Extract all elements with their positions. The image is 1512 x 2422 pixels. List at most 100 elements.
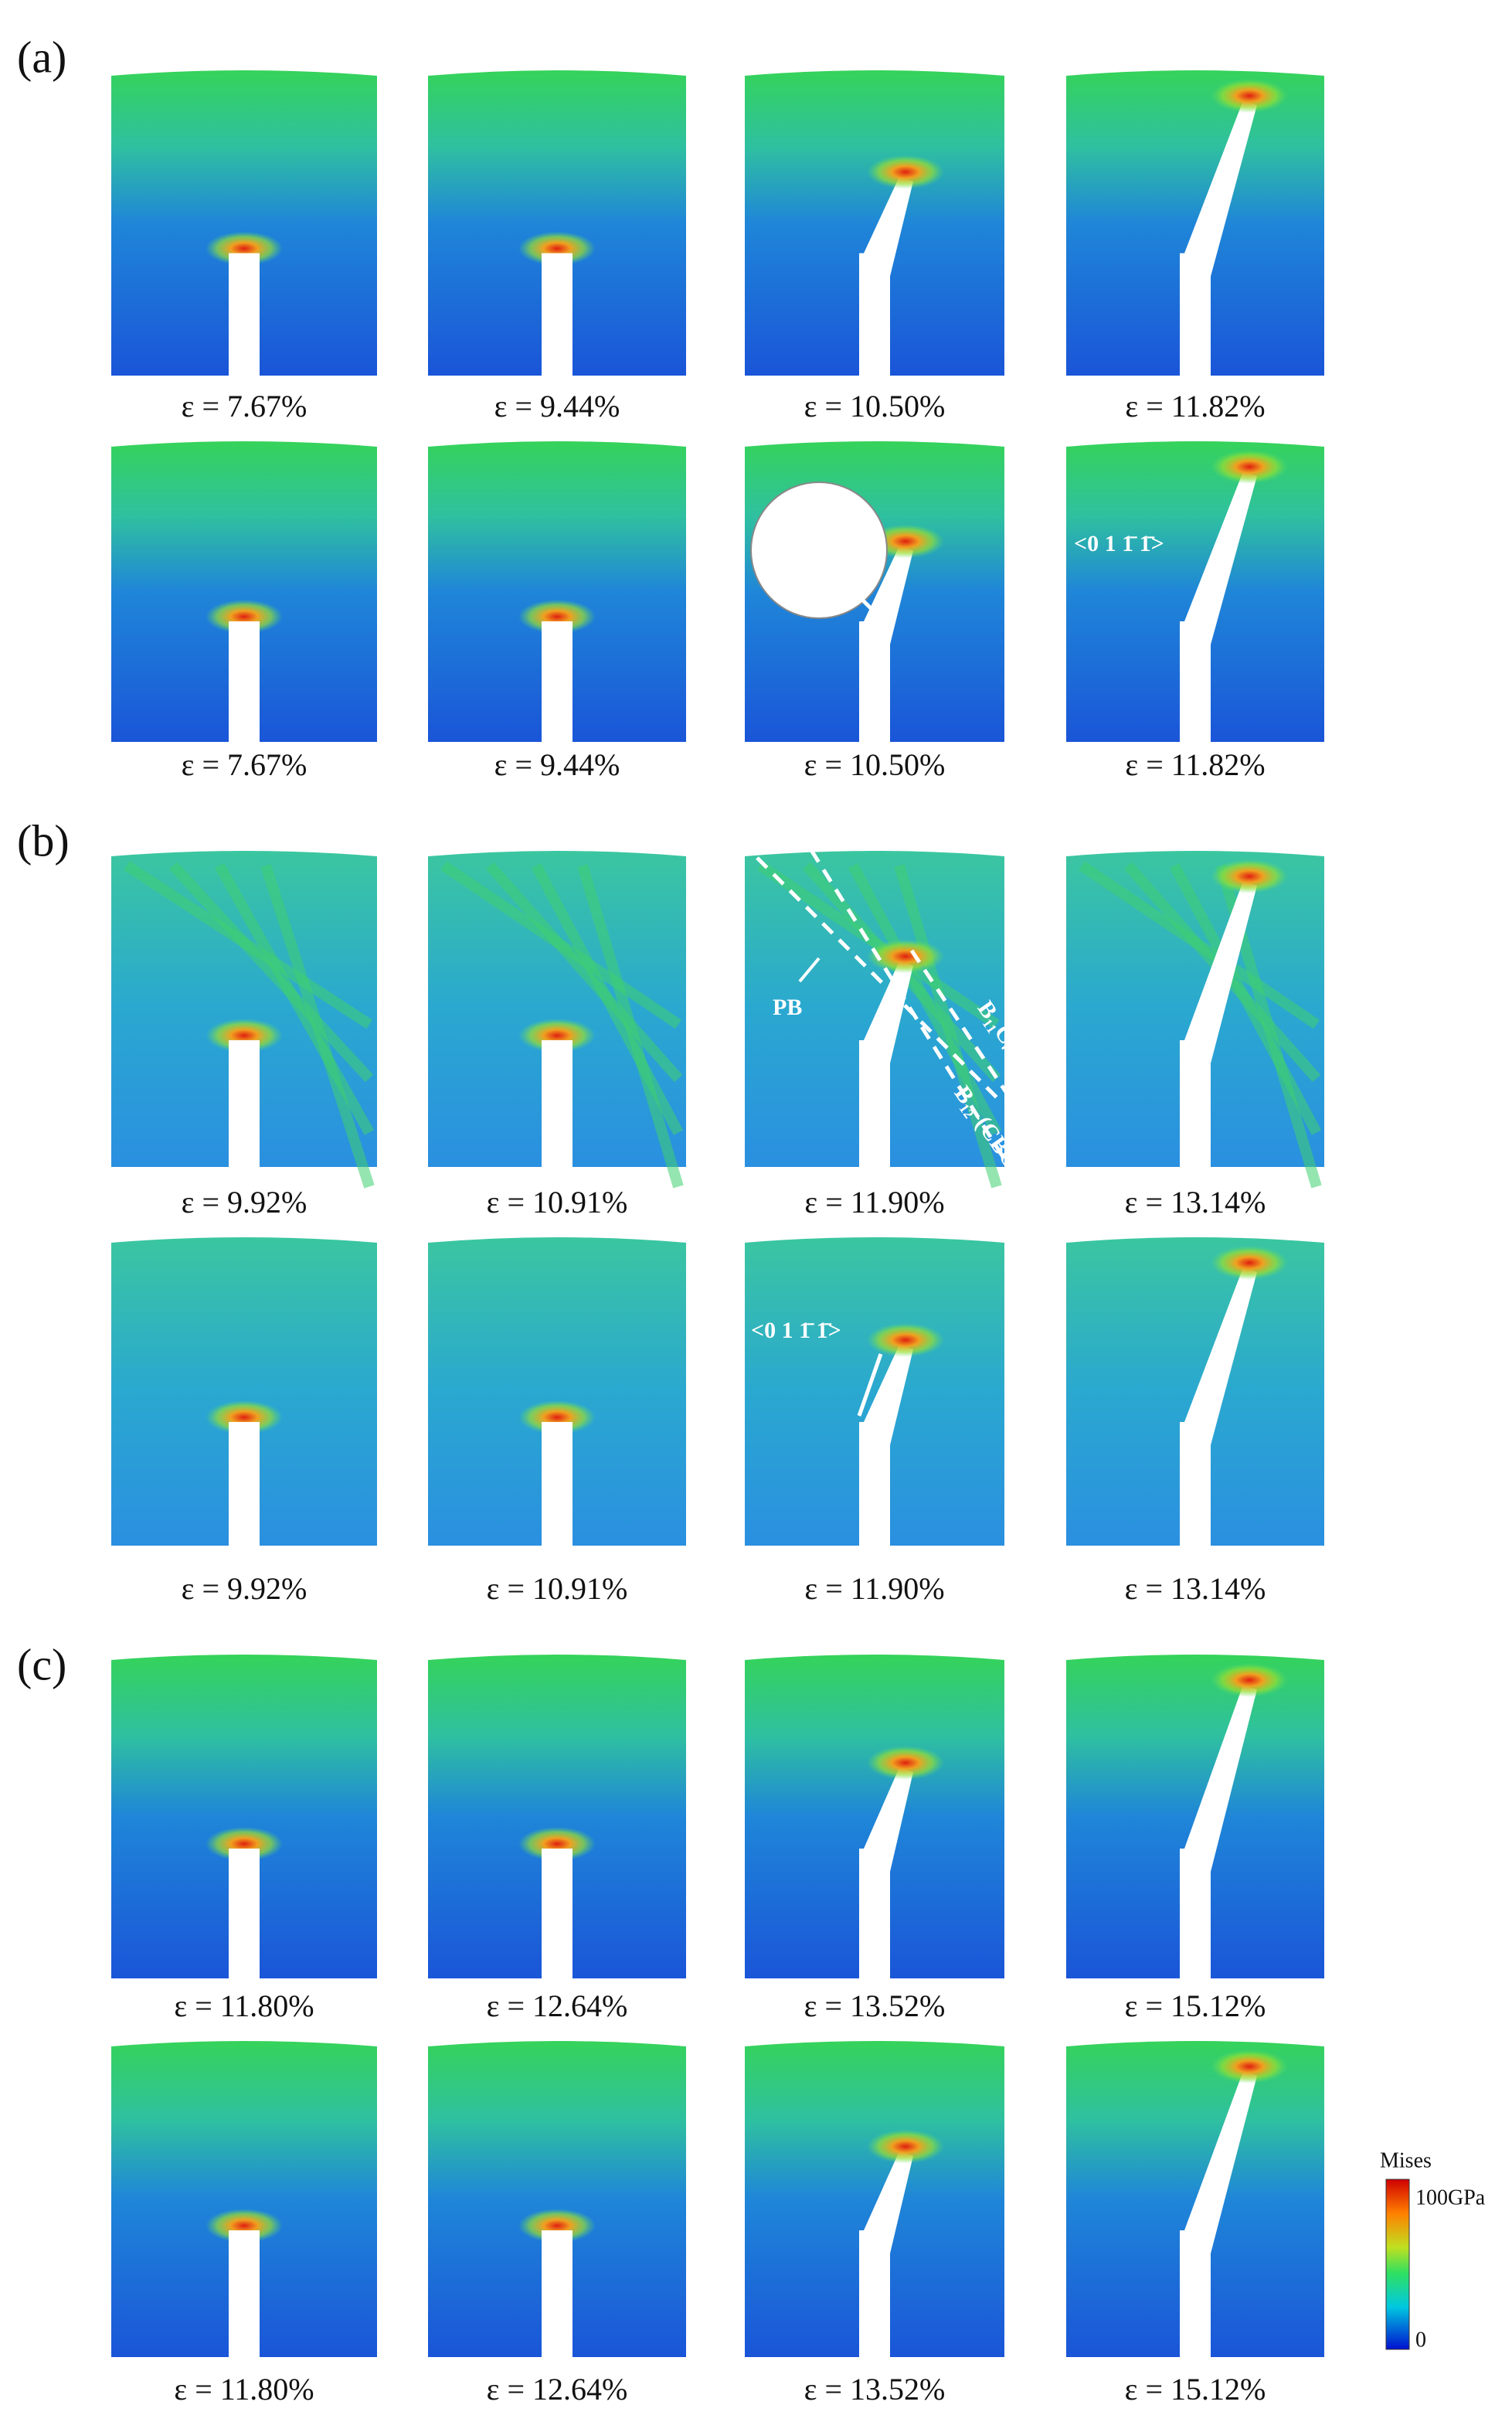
strain-label: ε = 13.52% xyxy=(804,2372,946,2407)
stress-hotspot xyxy=(206,1400,283,1434)
dashed-line xyxy=(909,949,1022,1114)
notch xyxy=(859,1849,890,1980)
crack xyxy=(864,961,913,1063)
panel-field xyxy=(428,2041,686,2357)
stress-panel xyxy=(428,1655,686,1980)
annotation: <0 1 1̄ 1̄> xyxy=(1074,531,1164,556)
panel-field xyxy=(745,1655,1004,1978)
stress-hotspot xyxy=(206,1019,283,1053)
strain-label: ε = 11.90% xyxy=(804,1571,944,1606)
notch xyxy=(229,1422,260,1547)
strain-label: ε = 15.12% xyxy=(1125,1988,1266,2023)
notch xyxy=(229,2230,260,2359)
crack xyxy=(864,546,913,645)
stress-hotspot xyxy=(1211,1246,1288,1280)
notch xyxy=(1180,1040,1211,1168)
dashed-line xyxy=(809,849,1007,1161)
stress-hotspot xyxy=(867,155,944,189)
notch xyxy=(542,1849,573,1980)
stress-hotspot xyxy=(1211,450,1288,484)
strain-label: ε = 11.82% xyxy=(1125,389,1265,424)
crack xyxy=(1184,1685,1257,1872)
stress-hotspot xyxy=(518,1019,596,1053)
panel-field xyxy=(428,851,686,1167)
stress-panel xyxy=(1066,441,1324,743)
panel-field xyxy=(745,70,1004,376)
panel-field xyxy=(1066,1655,1324,1978)
panel-field xyxy=(1066,1237,1324,1546)
arrow xyxy=(848,586,882,620)
stress-hotspot xyxy=(518,231,596,266)
notch xyxy=(1180,253,1211,377)
stress-panel xyxy=(111,441,377,743)
strain-label: ε = 9.44% xyxy=(494,747,620,782)
band xyxy=(894,863,1002,1189)
notch xyxy=(229,1040,260,1168)
stress-hotspot xyxy=(206,1827,283,1861)
band xyxy=(848,862,1002,1135)
stress-panel xyxy=(428,70,686,377)
stress-panel xyxy=(1066,851,1324,1189)
band xyxy=(260,863,375,1189)
section-label: (b) xyxy=(17,815,70,866)
stress-hotspot xyxy=(867,1746,944,1780)
stress-panel xyxy=(1066,2041,1324,2359)
section-label: (a) xyxy=(17,32,66,82)
stress-panel xyxy=(111,2041,377,2359)
stress-hotspot xyxy=(206,231,283,266)
panel-field xyxy=(428,1237,686,1546)
panel-field xyxy=(1066,2041,1324,2357)
band xyxy=(577,863,684,1189)
colorbar-max: 100GPa xyxy=(1415,2186,1486,2209)
notch xyxy=(1180,621,1211,743)
stress-panel xyxy=(428,441,686,743)
stress-panel xyxy=(111,851,377,1189)
notch xyxy=(542,1040,573,1168)
stress-panel xyxy=(745,851,1004,1189)
stress-panel xyxy=(428,2041,686,2359)
panel-field xyxy=(745,1237,1004,1546)
dashed-line xyxy=(756,856,998,1099)
stress-hotspot xyxy=(518,1400,596,1434)
strain-label: ε = 11.80% xyxy=(174,1988,314,2023)
notch xyxy=(859,1040,890,1168)
panel-field xyxy=(111,851,377,1167)
stress-panel xyxy=(111,1237,377,1547)
crack xyxy=(1184,1267,1257,1445)
stress-panel xyxy=(1066,1237,1324,1547)
strain-label: ε = 7.67% xyxy=(182,747,307,782)
arrow xyxy=(857,1353,883,1417)
stress-hotspot xyxy=(206,2209,283,2243)
notch xyxy=(542,2230,573,2359)
stress-panel xyxy=(111,1655,377,1980)
strain-label: ε = 10.91% xyxy=(487,1185,628,1220)
panel-field xyxy=(111,2041,377,2357)
crack xyxy=(864,1767,913,1872)
stress-hotspot xyxy=(206,600,283,634)
panel-field xyxy=(428,1655,686,1978)
strain-label: ε = 12.64% xyxy=(487,1988,628,2023)
inset xyxy=(750,481,888,619)
notch xyxy=(542,1422,573,1547)
strain-label: ε = 12.64% xyxy=(487,2372,628,2407)
notch xyxy=(1180,1422,1211,1547)
stress-panel xyxy=(745,70,1004,377)
panel-field xyxy=(111,1237,377,1546)
crack xyxy=(864,2151,913,2254)
panel-field xyxy=(428,70,686,376)
stress-hotspot xyxy=(1211,859,1288,893)
crack xyxy=(1184,2071,1257,2254)
panel-field xyxy=(745,851,1004,1167)
strain-label: ε = 9.44% xyxy=(494,389,620,424)
crack xyxy=(1184,881,1257,1063)
panel-field xyxy=(1066,70,1324,376)
stress-panel xyxy=(745,1655,1004,1980)
strain-label: ε = 9.92% xyxy=(182,1571,307,1606)
stress-panel xyxy=(745,2041,1004,2359)
panel-field xyxy=(745,2041,1004,2357)
strain-label: ε = 11.90% xyxy=(804,1185,944,1220)
notch xyxy=(229,1849,260,1980)
panel-field xyxy=(111,1655,377,1978)
notch xyxy=(859,621,890,743)
notch xyxy=(859,253,890,377)
